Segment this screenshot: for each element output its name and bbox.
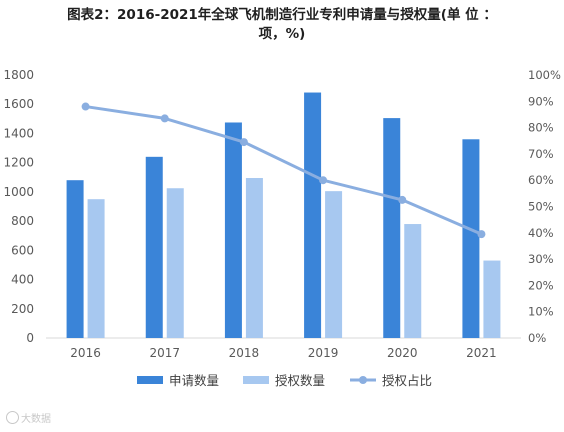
bar-application-2020 [383, 118, 401, 338]
bar-granted-2016 [87, 199, 105, 338]
bar-application-2017 [145, 156, 163, 338]
y-left-tick-label: 1000 [3, 185, 34, 199]
y-right-tick-label: 10% [528, 305, 554, 319]
watermark: 大数据 [6, 410, 51, 425]
y-right-tick-label: 50% [528, 200, 554, 214]
point-grant-ratio-2021 [477, 230, 486, 239]
bar-granted-2020 [404, 224, 422, 338]
point-grant-ratio-2020 [398, 195, 407, 204]
x-tick-label: 2019 [308, 346, 339, 360]
y-left-tick-label: 1600 [3, 97, 34, 111]
point-grant-ratio-2019 [319, 176, 328, 185]
bar-granted-2019 [325, 191, 343, 338]
x-tick-label: 2016 [70, 346, 101, 360]
legend-swatch-1 [243, 376, 269, 384]
bar-application-2019 [304, 92, 322, 339]
x-tick-label: 2020 [387, 346, 418, 360]
y-left-tick-label: 200 [11, 302, 34, 316]
y-left-tick-label: 1400 [3, 126, 34, 140]
y-left-tick-label: 1800 [3, 68, 34, 82]
bar-granted-2017 [166, 188, 184, 338]
y-right-tick-label: 20% [528, 278, 554, 292]
line-grant-ratio [85, 105, 483, 236]
y-right-tick-label: 90% [528, 94, 554, 108]
bar-application-2016 [66, 180, 84, 338]
y-right-tick-label: 0% [528, 331, 546, 345]
y-right-tick-label: 30% [528, 252, 554, 266]
watermark-icon [6, 411, 19, 424]
watermark-text: 大数据 [21, 414, 51, 425]
y-right-tick-label: 100% [528, 68, 561, 82]
bar-application-2018 [224, 122, 242, 338]
y-right-tick-label: 60% [528, 173, 554, 187]
legend-swatch-0 [137, 376, 163, 384]
bar-granted-2018 [245, 178, 263, 338]
legend-marker-2 [359, 376, 367, 384]
bar-granted-2021 [483, 260, 501, 338]
y-right-tick-label: 40% [528, 226, 554, 240]
x-tick-label: 2018 [229, 346, 260, 360]
chart-title-line2: 项，%) [258, 26, 306, 42]
y-left-tick-label: 400 [11, 273, 34, 287]
bar-application-2021 [462, 139, 480, 338]
point-grant-ratio-2017 [160, 114, 169, 123]
chart-title-line1: 图表2：2016-2021年全球飞机制造行业专利申请量与授权量(单 位 ： [67, 7, 497, 23]
point-grant-ratio-2016 [81, 102, 90, 111]
y-left-tick-label: 1200 [3, 156, 34, 170]
y-right-tick-label: 80% [528, 121, 554, 135]
chart-title: 图表2：2016-2021年全球飞机制造行业专利申请量与授权量(单 位 ： 项，… [0, 6, 564, 44]
x-tick-label: 2017 [149, 346, 180, 360]
y-left-tick-label: 600 [11, 243, 34, 257]
legend-label-0: 申请数量 [169, 373, 219, 388]
y-left-tick-label: 0 [26, 331, 34, 345]
legend-label-2: 授权占比 [382, 373, 432, 388]
x-tick-label: 2021 [466, 346, 497, 360]
y-left-tick-label: 800 [11, 214, 34, 228]
legend-label-1: 授权数量 [275, 373, 325, 388]
point-grant-ratio-2018 [239, 138, 248, 147]
y-right-tick-label: 70% [528, 147, 554, 161]
